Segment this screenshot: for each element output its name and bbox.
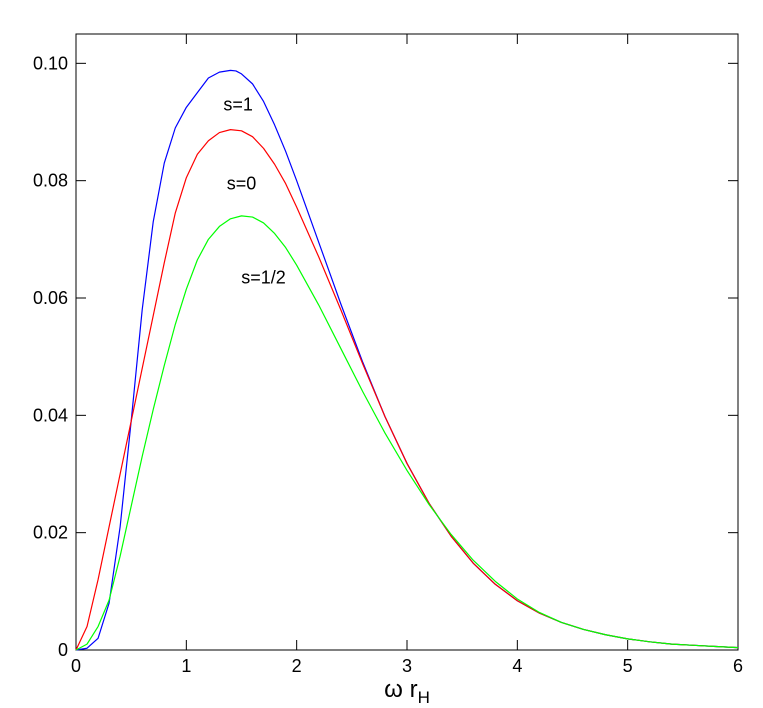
x-axis-title: ω rH	[384, 676, 430, 707]
y-tick-label: 0.10	[33, 53, 68, 73]
series-line	[75, 69, 739, 651]
series-label: s=0	[227, 173, 257, 193]
series-label: s=1/2	[241, 267, 286, 287]
series-lines	[75, 69, 739, 651]
x-axis-title-subscript: H	[418, 688, 430, 707]
y-tick-label: 0.04	[33, 405, 68, 425]
y-tick-label: 0.02	[33, 523, 68, 543]
x-tick-label: 6	[733, 656, 743, 676]
series-labels: s=1 s=0 s=1/2	[223, 94, 285, 287]
x-tick-label: 5	[623, 656, 633, 676]
y-tick-label: 0.08	[33, 171, 68, 191]
y-tick-label: 0	[58, 640, 68, 660]
series-label: s=1	[223, 94, 253, 114]
x-axis-title-main: ω r	[384, 676, 417, 703]
series-line	[75, 215, 739, 651]
ticks	[75, 34, 739, 651]
x-tick-label: 0	[71, 656, 81, 676]
x-tick-label: 2	[292, 656, 302, 676]
y-tick-label: 0.06	[33, 288, 68, 308]
plot-frame	[75, 33, 739, 651]
x-tick-label: 4	[512, 656, 522, 676]
series-line	[75, 129, 739, 651]
x-tick-label: 3	[402, 656, 412, 676]
tick-labels: 0 1 2 3 4 5 6 0 0.02 0.04 0.06 0.08 0.10	[33, 53, 743, 676]
x-tick-label: 1	[181, 656, 191, 676]
